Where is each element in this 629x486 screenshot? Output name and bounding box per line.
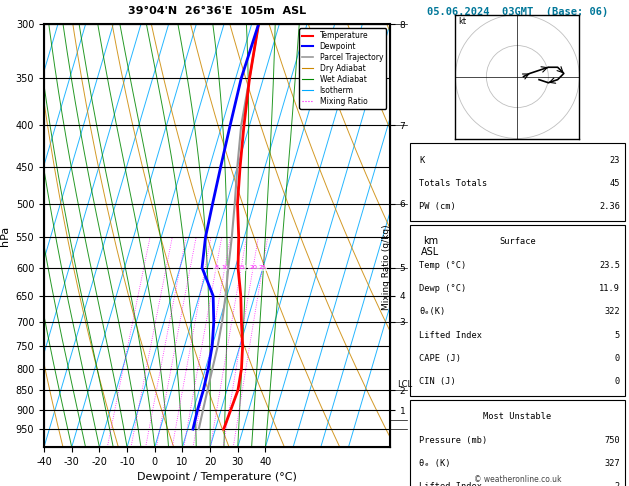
Text: 15: 15 <box>237 265 245 270</box>
Text: 10: 10 <box>221 265 229 270</box>
Text: 05.06.2024  03GMT  (Base: 06): 05.06.2024 03GMT (Base: 06) <box>426 7 608 17</box>
Text: CAPE (J): CAPE (J) <box>419 354 461 363</box>
Legend: Temperature, Dewpoint, Parcel Trajectory, Dry Adiabat, Wet Adiabat, Isotherm, Mi: Temperature, Dewpoint, Parcel Trajectory… <box>299 28 386 109</box>
Text: 322: 322 <box>604 307 620 316</box>
Text: θₑ (K): θₑ (K) <box>419 459 450 468</box>
Y-axis label: km
ASL: km ASL <box>421 236 440 257</box>
Text: 2: 2 <box>615 482 620 486</box>
Text: 23: 23 <box>610 156 620 165</box>
Text: Temp (°C): Temp (°C) <box>419 260 466 270</box>
Text: θₑ(K): θₑ(K) <box>419 307 445 316</box>
Text: Pressure (mb): Pressure (mb) <box>419 435 487 445</box>
Text: 0: 0 <box>615 354 620 363</box>
Text: 750: 750 <box>604 435 620 445</box>
Text: LCL: LCL <box>397 380 412 389</box>
Text: 8: 8 <box>214 265 218 270</box>
Text: K: K <box>419 156 425 165</box>
Text: 20: 20 <box>249 265 257 270</box>
Text: Lifted Index: Lifted Index <box>419 330 482 340</box>
Text: Surface: Surface <box>499 237 536 246</box>
Text: 25: 25 <box>259 265 267 270</box>
Text: 39°04'N  26°36'E  105m  ASL: 39°04'N 26°36'E 105m ASL <box>128 6 306 16</box>
Text: Most Unstable: Most Unstable <box>483 412 552 421</box>
Text: 2.36: 2.36 <box>599 202 620 211</box>
Y-axis label: hPa: hPa <box>0 226 10 246</box>
X-axis label: Dewpoint / Temperature (°C): Dewpoint / Temperature (°C) <box>137 472 297 483</box>
Text: 5: 5 <box>615 330 620 340</box>
Text: Dewp (°C): Dewp (°C) <box>419 284 466 293</box>
Text: 0: 0 <box>615 377 620 386</box>
Bar <box>410 143 625 221</box>
Bar <box>410 400 625 486</box>
Text: Mixing Ratio (g/kg): Mixing Ratio (g/kg) <box>382 225 391 310</box>
Text: CIN (J): CIN (J) <box>419 377 456 386</box>
Text: 45: 45 <box>610 179 620 188</box>
Text: Lifted Index: Lifted Index <box>419 482 482 486</box>
Text: 11.9: 11.9 <box>599 284 620 293</box>
Text: Totals Totals: Totals Totals <box>419 179 487 188</box>
Text: © weatheronline.co.uk: © weatheronline.co.uk <box>474 474 561 484</box>
Bar <box>410 225 625 396</box>
Text: PW (cm): PW (cm) <box>419 202 456 211</box>
Text: 327: 327 <box>604 459 620 468</box>
Text: 23.5: 23.5 <box>599 260 620 270</box>
